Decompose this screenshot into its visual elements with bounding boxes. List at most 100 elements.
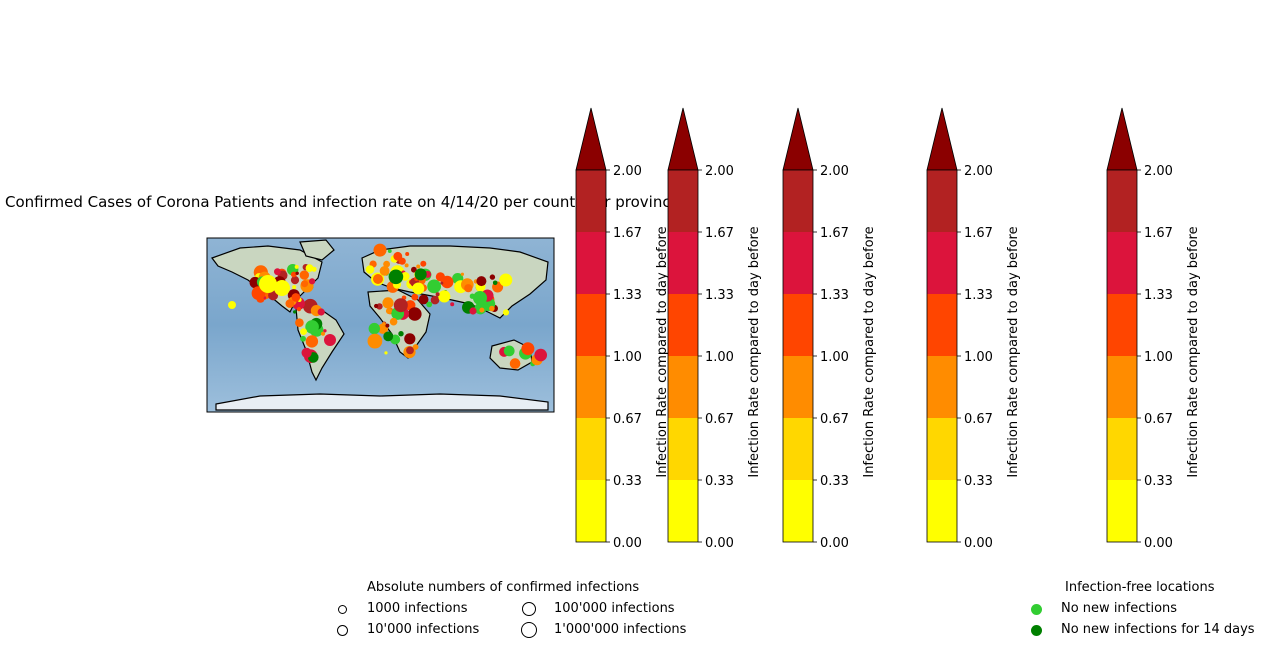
map-marker (398, 331, 404, 337)
map-marker (295, 318, 304, 328)
size-legend-item: 10'000 infections (367, 622, 480, 637)
map-marker (389, 317, 398, 326)
map-marker (509, 358, 521, 369)
map-frame (206, 237, 555, 413)
map-marker (406, 346, 414, 355)
size-marker-10000 (337, 625, 348, 636)
colorbar-tick-label: 1.00 (820, 350, 849, 365)
colorbar-tick-label: 0.33 (820, 474, 849, 489)
map-marker (404, 333, 416, 345)
size-legend-item: 1000 infections (367, 601, 468, 616)
map-marker (300, 328, 307, 335)
map-marker (411, 266, 417, 273)
colorbar-segment (927, 294, 957, 356)
map-marker (290, 271, 297, 278)
colorbar-segment (783, 232, 813, 294)
map-marker (382, 297, 394, 309)
colorbar-segment (1107, 170, 1137, 232)
colorbar-segment (927, 480, 957, 542)
map-marker (420, 260, 427, 267)
map-marker (469, 307, 477, 315)
map-marker (464, 284, 473, 293)
map-marker (382, 322, 386, 326)
map-marker (379, 266, 390, 276)
map-marker (503, 345, 515, 357)
colorbar-segment (783, 480, 813, 542)
map-marker (393, 251, 403, 261)
size-legend-item: 100'000 infections (554, 601, 675, 616)
colorbar-tick-label: 1.67 (820, 226, 849, 241)
map-marker (301, 347, 312, 358)
size-legend-item: 1'000'000 infections (554, 622, 687, 637)
colorbar-segment (1107, 294, 1137, 356)
colorbar-tick-label: 2.00 (820, 164, 849, 179)
colorbar-segment (576, 480, 606, 542)
colorbar-label: Infection Rate compared to day before (862, 226, 877, 477)
colorbar-segment (927, 170, 957, 232)
map-marker (374, 303, 379, 309)
colorbar-segment (668, 232, 698, 294)
colorbar-segment (668, 356, 698, 418)
colorbar-segment (576, 232, 606, 294)
map-marker (438, 290, 451, 303)
map-marker (292, 285, 297, 290)
map-marker (309, 278, 316, 285)
map-marker (473, 291, 487, 305)
colorbar-tick-label: 0.67 (705, 412, 734, 427)
map-marker (290, 276, 300, 285)
colorbar: 0.00 0.33 0.67 1.00 1.33 1.67 2.00 Infection Ra… (782, 107, 877, 551)
map-marker (383, 260, 390, 268)
colorbar: 0.00 0.33 0.67 1.00 1.33 1.67 2.00 Infection Ra… (926, 107, 1021, 551)
colorbar-tick-label: 1.33 (705, 288, 734, 303)
map-marker (301, 280, 309, 288)
map-marker (534, 348, 547, 362)
colorbar-tick-label: 0.00 (705, 536, 734, 551)
colorbar-segment (576, 170, 606, 232)
colorbar-tick-label: 0.00 (820, 536, 849, 551)
colorbar-label: Infection Rate compared to day before (747, 226, 762, 477)
colorbar-segment (1107, 232, 1137, 294)
map-marker (405, 252, 410, 256)
colorbar: 0.00 0.33 0.67 1.00 1.33 1.67 2.00 Infection Ra… (575, 107, 670, 551)
colorbar-tick-label: 0.00 (613, 536, 642, 551)
map-marker (373, 243, 387, 257)
colorbar-tick-label: 1.67 (613, 226, 642, 241)
colorbar-tick-label: 0.33 (613, 474, 642, 489)
colorbar-segment (927, 356, 957, 418)
map-marker (295, 271, 299, 275)
map-marker (416, 264, 421, 269)
map-marker (499, 273, 513, 287)
free-legend-title: Infection-free locations (1065, 580, 1215, 595)
colorbar-tick-label: 0.33 (1144, 474, 1173, 489)
colorbar-segment (576, 294, 606, 356)
map-marker (291, 293, 301, 302)
map-marker (476, 276, 487, 287)
map-marker (414, 268, 427, 281)
map-marker (293, 310, 297, 314)
map-marker (400, 272, 410, 281)
colorbar-segment (783, 294, 813, 356)
chart-title: Confirmed Cases of Corona Patients and i… (5, 193, 680, 211)
colorbar-tick-label: 1.00 (613, 350, 642, 365)
colorbar-tick-label: 1.33 (820, 288, 849, 303)
map-marker (412, 282, 425, 295)
map-marker (418, 294, 429, 305)
map-marker (373, 274, 383, 284)
colorbar-segment (576, 418, 606, 480)
colorbar-tick-label: 0.33 (964, 474, 993, 489)
map-marker (367, 333, 383, 349)
colorbar-extend-arrow (667, 107, 699, 171)
map-marker (430, 295, 440, 305)
colorbar-segment (783, 418, 813, 480)
colorbar-tick-label: 0.33 (705, 474, 734, 489)
map-marker (426, 301, 433, 308)
map-marker (404, 263, 409, 268)
map-marker (259, 275, 277, 293)
map-marker (285, 299, 295, 308)
land-antarctica (215, 393, 549, 411)
colorbar-segment (783, 170, 813, 232)
colorbar-segment (1107, 480, 1137, 542)
colorbar-tick-label: 2.00 (613, 164, 642, 179)
land-greenland (299, 239, 335, 261)
